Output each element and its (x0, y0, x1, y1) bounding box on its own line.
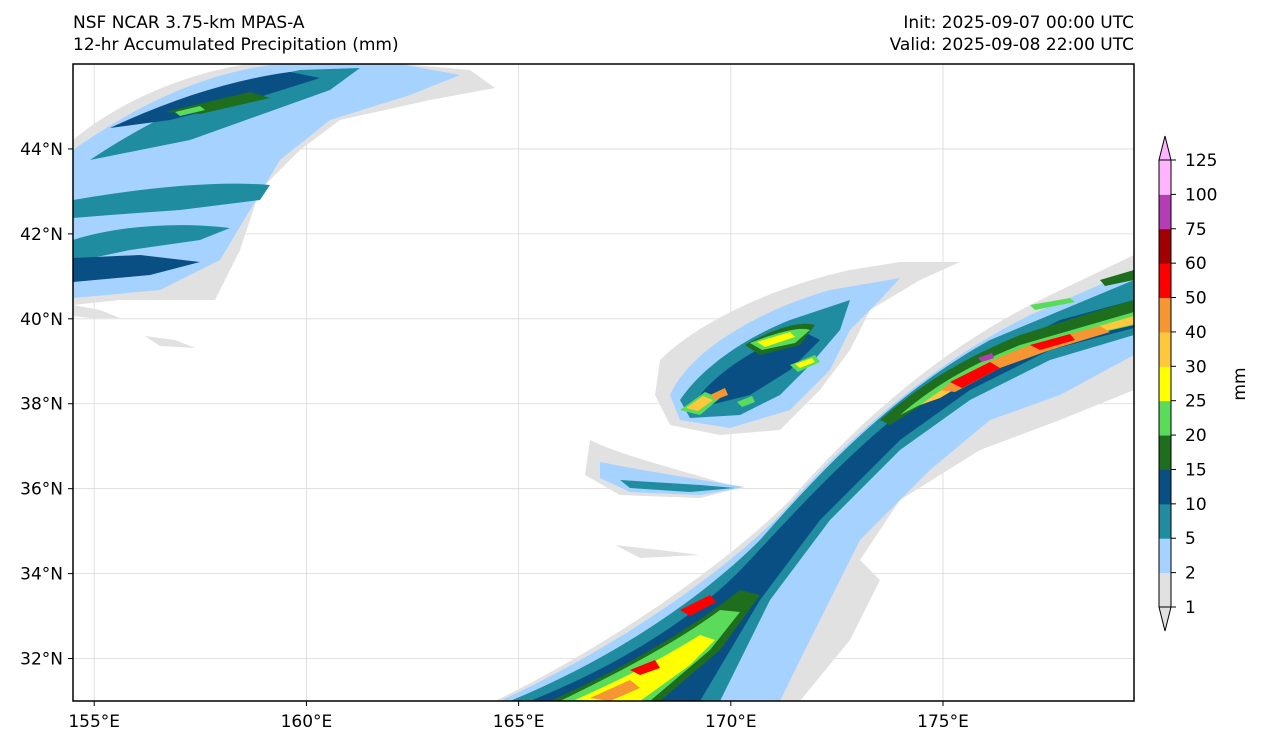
lon-tick-label: 170°E (705, 712, 757, 732)
colorbar-tick-label: 10 (1185, 495, 1207, 515)
valid-time: Valid: 2025-09-08 22:00 UTC (889, 35, 1134, 55)
colorbar-tick-label: 5 (1185, 529, 1196, 549)
colorbar-tick-label: 25 (1185, 392, 1207, 412)
colorbar-segment (1159, 366, 1171, 402)
lat-tick-label: 40°N (20, 310, 63, 330)
lat-tick-label: 34°N (20, 565, 63, 585)
lon-tick-label: 160°E (281, 712, 333, 732)
colorbar-segment (1159, 469, 1171, 505)
colorbar-tick-label: 125 (1185, 151, 1217, 171)
colorbar-segment (1159, 160, 1171, 195)
colorbar-segment (1159, 331, 1171, 367)
init-time: Init: 2025-09-07 00:00 UTC (903, 13, 1134, 33)
lat-tick-label: 36°N (20, 480, 63, 500)
colorbar-tick-label: 100 (1185, 185, 1217, 205)
longitude-axis: 155°E 160°E 165°E 170°E 175°E (68, 701, 969, 732)
colorbar-tick-label: 30 (1185, 357, 1207, 377)
colorbar-tick-label: 15 (1185, 460, 1207, 480)
colorbar-tick-label: 75 (1185, 220, 1207, 240)
lon-tick-label: 155°E (68, 712, 120, 732)
lat-tick-label: 42°N (20, 225, 63, 245)
lon-tick-label: 165°E (493, 712, 545, 732)
map-subtitle: 12-hr Accumulated Precipitation (mm) (73, 35, 399, 55)
precip-region-northwest (73, 64, 495, 348)
colorbar-extend-max (1158, 135, 1172, 161)
colorbar-tick-label: 60 (1185, 254, 1207, 274)
colorbar-segment (1159, 435, 1171, 470)
colorbar-tick-label: 20 (1185, 426, 1207, 446)
colorbar-segment (1159, 194, 1171, 230)
lat-tick-label: 32°N (20, 650, 63, 670)
colorbar-segment (1159, 400, 1171, 436)
lat-tick-label: 38°N (20, 395, 63, 415)
latitude-axis: 32°N 34°N 36°N 38°N 40°N 42°N 44°N (20, 140, 73, 670)
colorbar-tick-label: 40 (1185, 323, 1207, 343)
colorbar-tick-label: 1 (1185, 598, 1196, 618)
colorbar-segment (1159, 297, 1171, 333)
precipitation-field (73, 64, 1134, 701)
colorbar-segment (1159, 538, 1171, 574)
colorbar-segment (1159, 228, 1171, 264)
colorbar-frame (1158, 159, 1172, 608)
colorbar-tick-label: 50 (1185, 289, 1207, 309)
map-title: NSF NCAR 3.75-km MPAS-A (73, 13, 305, 33)
colorbar-segment (1159, 572, 1171, 608)
lon-tick-label: 175°E (917, 712, 969, 732)
colorbar-tick-label: 2 (1185, 564, 1196, 584)
colorbar-extend-min (1158, 606, 1172, 632)
colorbar-segment (1159, 263, 1171, 299)
lat-tick-label: 44°N (20, 140, 63, 160)
map-frame (72, 63, 1135, 702)
colorbar-segment (1159, 503, 1171, 539)
precip-region-frontal (495, 255, 1134, 701)
precip-region-central (585, 262, 960, 558)
colorbar-label: mm (1230, 367, 1250, 400)
